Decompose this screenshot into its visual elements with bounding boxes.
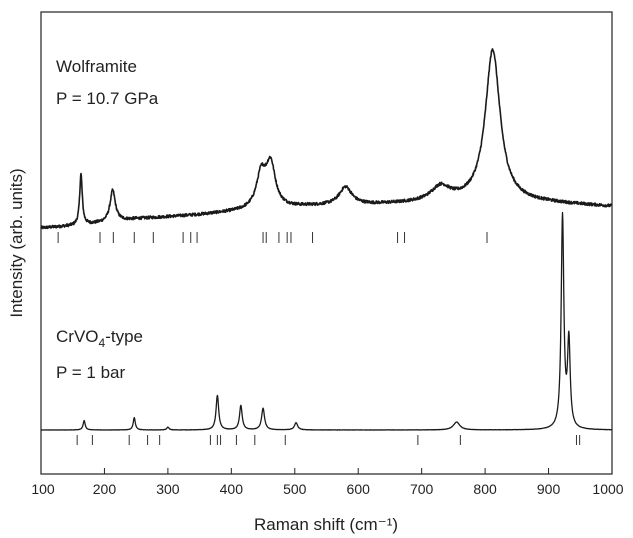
- x-tick-label: 1000: [592, 481, 623, 497]
- x-tick-label: 100: [31, 481, 55, 497]
- x-tick-label: 500: [283, 481, 307, 497]
- annotation-bottom-line1: CrVO4-type: [56, 327, 143, 350]
- plot-frame: [40, 11, 613, 475]
- series-bottom: [40, 211, 613, 445]
- annotation-bottom-formula: CrVO: [56, 327, 99, 346]
- x-axis-title: Raman shift (cm⁻¹): [254, 515, 398, 534]
- series-top: [40, 48, 613, 243]
- x-tick-label: 900: [537, 481, 561, 497]
- annotation-bottom-suffix: -type: [105, 327, 143, 346]
- spectrum-line: [40, 211, 613, 431]
- annotation-bottom-subscript: 4: [99, 336, 106, 350]
- annotation-top-line2: P = 10.7 GPa: [56, 89, 159, 108]
- x-tick-label: 400: [220, 481, 244, 497]
- annotation-top-line1: Wolframite: [56, 57, 137, 76]
- spectrum-line: [40, 48, 613, 230]
- x-axis: 100 200 300 400 500 600 700 800 900 1000: [31, 468, 624, 497]
- x-tick-label: 800: [473, 481, 497, 497]
- x-tick-label: 600: [347, 481, 371, 497]
- annotation-bottom-line2: P = 1 bar: [56, 363, 125, 382]
- x-tick-label: 700: [410, 481, 434, 497]
- x-tick-label: 300: [156, 481, 180, 497]
- x-tick-label: 200: [93, 481, 117, 497]
- y-axis-title: Intensity (arb. units): [7, 168, 26, 317]
